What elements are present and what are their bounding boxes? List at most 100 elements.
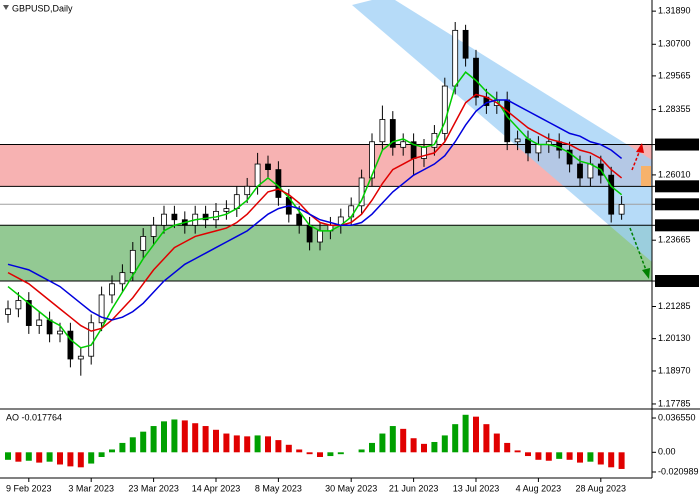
candle-body [608,174,615,215]
arrow-head-down [642,268,650,279]
x-tick-label: 8 May 2023 [255,483,302,493]
ao-bar [57,452,63,465]
arrow-up [631,149,641,171]
y-tick-label: 1.29565 [658,70,691,80]
ao-bar [150,426,157,453]
price-channel [352,0,652,262]
candle-body [46,319,53,335]
x-tick-label: 3 Mar 2023 [68,483,114,493]
ao-bar [109,449,115,453]
zone [0,225,652,282]
ao-bar [535,452,542,460]
ao-bar [67,452,74,467]
y-tick-label: 1.22200 [658,275,691,285]
candle-body [140,236,147,251]
symbol-icon [3,5,9,10]
y-tick-label: 1.18970 [658,365,691,375]
ao-bar [119,442,126,453]
ao-bar [306,452,313,455]
x-tick-label: 28 Aug 2023 [576,483,627,493]
ao-bar [140,431,147,453]
ao-bar [421,443,427,453]
ao-bar [202,426,209,453]
ao-bar [161,421,167,453]
ao-bar [400,428,407,453]
candle-body [473,57,479,98]
candle-body [265,163,271,171]
ao-bar [296,449,303,453]
ao-bar [98,452,105,457]
ao-bar [618,452,625,469]
candle-body [587,163,594,179]
candle-body [77,355,84,360]
candle-body [514,138,521,143]
ao-bar [327,452,334,457]
candle-body [88,322,95,357]
ao-bar [25,452,32,461]
candle-body [306,224,313,243]
candle-body [317,230,323,243]
candle-body [358,177,365,207]
moving-average [7,71,623,349]
candle-body [296,213,303,226]
candle-body [202,213,209,221]
ao-bar [587,452,594,462]
candle-body [369,141,375,179]
ao-bar [597,452,604,465]
chart-title: GBPUSD,Daily [12,3,73,13]
y-tick-label: 1.28355 [658,104,691,114]
ao-bar [608,452,615,468]
y-tick-box [655,138,699,151]
candle-body [213,210,219,221]
ao-bar [462,414,469,453]
candle-body [566,149,573,165]
ao-bar [46,452,53,462]
candle-body [618,204,625,215]
marker-box [641,166,651,186]
y-tick-label: 1.23665 [658,235,691,245]
candle-body [504,99,511,143]
arrow-down [629,227,647,271]
ao-bar [275,440,282,453]
ao-bar [473,416,479,453]
x-tick-label: 30 May 2023 [325,483,377,493]
y-tick-label: 1.17785 [658,398,691,408]
candle-body [57,330,63,335]
y-tick-label: 1.21285 [658,301,691,311]
ao-bar [181,420,188,453]
ao-bar [379,433,386,453]
moving-average [7,99,623,321]
candle-body [119,272,126,285]
ao-bar [577,452,583,463]
ao-bar [566,452,573,460]
ao-bar [431,441,438,453]
ao-bar [171,419,178,453]
ao-bar [525,452,531,457]
x-tick-label: 14 Apr 2023 [192,483,241,493]
x-tick-label: 21 Jun 2023 [389,483,439,493]
candle-body [577,163,583,179]
candle-body [129,249,136,274]
arrow-head-up [636,143,644,153]
y-tick-box [655,275,699,288]
candle-body [223,208,230,212]
candle-body [389,119,396,148]
ao-bar [77,452,84,468]
x-tick-label: 4 Aug 2023 [516,483,562,493]
y-tick-label: 1.24200 [658,220,691,230]
y-tick-box [655,198,699,211]
candle-body [109,283,115,296]
y-tick-box [655,219,699,232]
y-tick-label: 1.25600 [658,181,691,191]
ao-bar [317,452,323,457]
candle-body [254,163,261,187]
candle-body [244,185,251,196]
ao-bar [337,452,344,455]
ao-tick-label: 0.036550 [658,412,696,422]
ao-bar [36,452,43,463]
candle-body [379,119,386,143]
y-tick-box [655,180,699,193]
ao-bar [441,435,448,453]
ao-bar [129,437,136,453]
